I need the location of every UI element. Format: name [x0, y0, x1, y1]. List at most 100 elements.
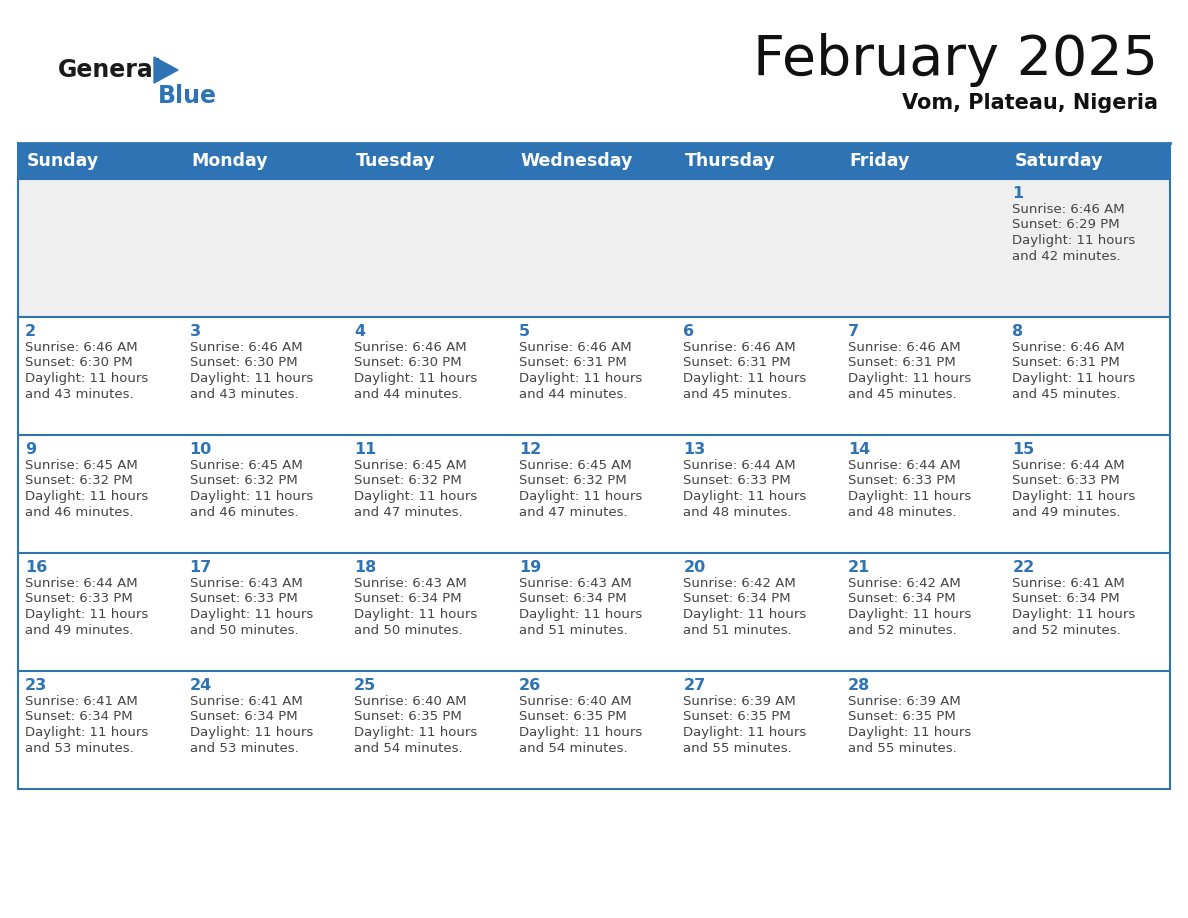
- Text: Daylight: 11 hours: Daylight: 11 hours: [848, 726, 971, 739]
- Text: and 42 minutes.: and 42 minutes.: [1012, 250, 1121, 263]
- Text: and 52 minutes.: and 52 minutes.: [1012, 623, 1121, 636]
- Text: and 47 minutes.: and 47 minutes.: [519, 506, 627, 519]
- Text: Sunset: 6:31 PM: Sunset: 6:31 PM: [519, 356, 626, 370]
- Text: Sunrise: 6:45 AM: Sunrise: 6:45 AM: [190, 459, 302, 472]
- Text: and 53 minutes.: and 53 minutes.: [25, 742, 134, 755]
- Text: 3: 3: [190, 324, 201, 339]
- Text: Daylight: 11 hours: Daylight: 11 hours: [354, 490, 478, 503]
- Text: Sunset: 6:32 PM: Sunset: 6:32 PM: [519, 475, 626, 487]
- Bar: [18, 671, 1170, 789]
- Text: Sunrise: 6:44 AM: Sunrise: 6:44 AM: [848, 459, 960, 472]
- Text: and 47 minutes.: and 47 minutes.: [354, 506, 463, 519]
- Text: and 48 minutes.: and 48 minutes.: [683, 506, 791, 519]
- Text: 12: 12: [519, 442, 541, 457]
- Text: Sunset: 6:30 PM: Sunset: 6:30 PM: [190, 356, 297, 370]
- Text: and 54 minutes.: and 54 minutes.: [519, 742, 627, 755]
- Text: and 48 minutes.: and 48 minutes.: [848, 506, 956, 519]
- Text: and 46 minutes.: and 46 minutes.: [25, 506, 133, 519]
- Text: Sunrise: 6:43 AM: Sunrise: 6:43 AM: [354, 577, 467, 590]
- Text: and 50 minutes.: and 50 minutes.: [354, 623, 463, 636]
- Text: Sunset: 6:30 PM: Sunset: 6:30 PM: [354, 356, 462, 370]
- Text: Sunrise: 6:44 AM: Sunrise: 6:44 AM: [1012, 459, 1125, 472]
- Text: Daylight: 11 hours: Daylight: 11 hours: [25, 372, 148, 385]
- Text: Sunset: 6:33 PM: Sunset: 6:33 PM: [25, 592, 133, 606]
- Text: Sunrise: 6:45 AM: Sunrise: 6:45 AM: [25, 459, 138, 472]
- Text: Daylight: 11 hours: Daylight: 11 hours: [1012, 490, 1136, 503]
- Text: 27: 27: [683, 678, 706, 693]
- Text: Daylight: 11 hours: Daylight: 11 hours: [1012, 234, 1136, 247]
- Text: Wednesday: Wednesday: [520, 152, 633, 170]
- Text: 28: 28: [848, 678, 870, 693]
- Text: Vom, Plateau, Nigeria: Vom, Plateau, Nigeria: [902, 93, 1158, 113]
- Text: 16: 16: [25, 560, 48, 575]
- Text: Sunrise: 6:43 AM: Sunrise: 6:43 AM: [519, 577, 632, 590]
- Text: Sunset: 6:35 PM: Sunset: 6:35 PM: [519, 711, 626, 723]
- Text: Sunrise: 6:43 AM: Sunrise: 6:43 AM: [190, 577, 302, 590]
- Text: Daylight: 11 hours: Daylight: 11 hours: [25, 490, 148, 503]
- Text: Sunset: 6:35 PM: Sunset: 6:35 PM: [848, 711, 955, 723]
- Text: Daylight: 11 hours: Daylight: 11 hours: [25, 726, 148, 739]
- Text: Sunset: 6:29 PM: Sunset: 6:29 PM: [1012, 218, 1120, 231]
- Bar: [18, 179, 1170, 317]
- Text: Daylight: 11 hours: Daylight: 11 hours: [683, 372, 807, 385]
- Text: Sunrise: 6:46 AM: Sunrise: 6:46 AM: [519, 341, 631, 354]
- Text: and 51 minutes.: and 51 minutes.: [683, 623, 792, 636]
- Text: Saturday: Saturday: [1015, 152, 1102, 170]
- Polygon shape: [154, 57, 178, 83]
- Text: 24: 24: [190, 678, 211, 693]
- Text: Daylight: 11 hours: Daylight: 11 hours: [519, 490, 642, 503]
- Text: Sunrise: 6:46 AM: Sunrise: 6:46 AM: [354, 341, 467, 354]
- Text: Thursday: Thursday: [685, 152, 776, 170]
- Text: Sunset: 6:31 PM: Sunset: 6:31 PM: [683, 356, 791, 370]
- Text: Daylight: 11 hours: Daylight: 11 hours: [683, 726, 807, 739]
- Text: 5: 5: [519, 324, 530, 339]
- Text: Daylight: 11 hours: Daylight: 11 hours: [1012, 608, 1136, 621]
- Text: Daylight: 11 hours: Daylight: 11 hours: [848, 490, 971, 503]
- Text: Sunrise: 6:46 AM: Sunrise: 6:46 AM: [683, 341, 796, 354]
- Text: Sunset: 6:33 PM: Sunset: 6:33 PM: [190, 592, 297, 606]
- Text: Sunset: 6:30 PM: Sunset: 6:30 PM: [25, 356, 133, 370]
- Text: Daylight: 11 hours: Daylight: 11 hours: [190, 490, 312, 503]
- Text: and 45 minutes.: and 45 minutes.: [848, 387, 956, 400]
- Text: Sunrise: 6:46 AM: Sunrise: 6:46 AM: [190, 341, 302, 354]
- Text: and 55 minutes.: and 55 minutes.: [683, 742, 792, 755]
- Bar: [18, 143, 1170, 179]
- Text: and 52 minutes.: and 52 minutes.: [848, 623, 956, 636]
- Text: Daylight: 11 hours: Daylight: 11 hours: [519, 608, 642, 621]
- Text: Sunset: 6:32 PM: Sunset: 6:32 PM: [25, 475, 133, 487]
- Text: General: General: [58, 58, 162, 82]
- Text: Sunrise: 6:45 AM: Sunrise: 6:45 AM: [354, 459, 467, 472]
- Text: Monday: Monday: [191, 152, 268, 170]
- Text: 17: 17: [190, 560, 211, 575]
- Text: and 44 minutes.: and 44 minutes.: [519, 387, 627, 400]
- Text: Daylight: 11 hours: Daylight: 11 hours: [519, 372, 642, 385]
- Text: Sunrise: 6:40 AM: Sunrise: 6:40 AM: [354, 695, 467, 708]
- Text: and 45 minutes.: and 45 minutes.: [683, 387, 792, 400]
- Text: Daylight: 11 hours: Daylight: 11 hours: [354, 372, 478, 385]
- Text: 1: 1: [1012, 186, 1024, 201]
- Text: Sunrise: 6:41 AM: Sunrise: 6:41 AM: [25, 695, 138, 708]
- Text: Daylight: 11 hours: Daylight: 11 hours: [190, 608, 312, 621]
- Text: 11: 11: [354, 442, 377, 457]
- Text: Sunset: 6:34 PM: Sunset: 6:34 PM: [190, 711, 297, 723]
- Text: Sunset: 6:34 PM: Sunset: 6:34 PM: [354, 592, 462, 606]
- Text: Sunrise: 6:46 AM: Sunrise: 6:46 AM: [1012, 203, 1125, 216]
- Text: and 44 minutes.: and 44 minutes.: [354, 387, 462, 400]
- Text: Sunrise: 6:40 AM: Sunrise: 6:40 AM: [519, 695, 631, 708]
- Text: 19: 19: [519, 560, 541, 575]
- Text: Daylight: 11 hours: Daylight: 11 hours: [354, 726, 478, 739]
- Text: 20: 20: [683, 560, 706, 575]
- Text: Sunrise: 6:39 AM: Sunrise: 6:39 AM: [683, 695, 796, 708]
- Text: Sunrise: 6:42 AM: Sunrise: 6:42 AM: [683, 577, 796, 590]
- Text: Daylight: 11 hours: Daylight: 11 hours: [190, 726, 312, 739]
- Text: Daylight: 11 hours: Daylight: 11 hours: [519, 726, 642, 739]
- Text: 4: 4: [354, 324, 365, 339]
- Text: Sunrise: 6:44 AM: Sunrise: 6:44 AM: [25, 577, 138, 590]
- Text: 9: 9: [25, 442, 36, 457]
- Text: Sunset: 6:34 PM: Sunset: 6:34 PM: [1012, 592, 1120, 606]
- Text: and 49 minutes.: and 49 minutes.: [1012, 506, 1121, 519]
- Text: Sunrise: 6:39 AM: Sunrise: 6:39 AM: [848, 695, 961, 708]
- Text: 8: 8: [1012, 324, 1024, 339]
- Text: Tuesday: Tuesday: [356, 152, 436, 170]
- Text: Sunrise: 6:46 AM: Sunrise: 6:46 AM: [25, 341, 138, 354]
